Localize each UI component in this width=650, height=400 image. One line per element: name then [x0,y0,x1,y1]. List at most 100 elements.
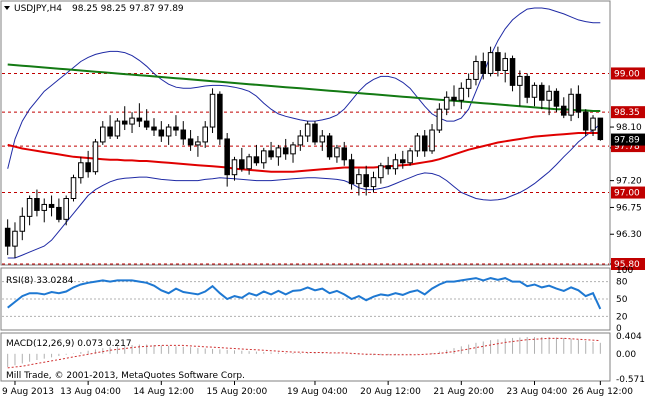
candle [70,174,77,202]
candle-body-bear [180,129,187,140]
time-tick-label: 20 Aug 12:00 [360,387,421,397]
candle [158,121,165,142]
macd-signal-line [7,337,601,369]
candle [400,150,406,169]
price-level-label-bg [611,258,645,270]
rsi-tick-label: 50 [616,295,628,305]
candle-body-bull [297,135,304,146]
copyright-text: Mill Trade, © 2001-2013, MetaQuotes Soft… [6,371,245,381]
candle-body-bear [282,147,289,155]
macd-tick-label: 0.404 [616,332,642,342]
candle [246,153,252,175]
candle-body-bear [217,93,223,140]
candle-body-bear [582,111,589,131]
candle [553,88,560,113]
candle [392,153,399,175]
candle-body-bull [260,150,267,164]
time-tick-label: 26 Aug 12:00 [572,387,633,397]
candle-body-bull [356,174,362,185]
price-level-label: 97.00 [614,189,640,199]
candle [209,88,216,133]
candle [531,82,538,107]
macd-panel-frame [0,332,611,382]
candle-body-bear [509,58,516,86]
candle-body-bear [173,126,179,131]
candle-body-bear [34,198,40,211]
candle [582,109,589,136]
candle-body-bear [224,138,230,176]
rsi-tick-label: 100 [616,266,633,276]
candle-body-bull [92,141,99,173]
candle [26,195,33,226]
candle-body-bear [85,162,91,173]
time-tick-label: 19 Aug 04:00 [287,387,348,397]
candle-body-bull [436,108,443,131]
price-level-label-bg [611,186,645,199]
candle-body-bear [400,159,406,164]
candle-body-bear [136,117,143,122]
moving-average-green-line [7,63,601,112]
candle-body-bull [202,126,208,143]
candle [560,97,567,119]
candle [524,73,530,104]
candle [41,198,48,223]
candle [195,135,201,157]
macd-tick-label: 0.00 [616,350,636,360]
candle [414,133,421,157]
moving-average-red-line [7,132,601,173]
candle [114,118,121,139]
chart-ohlc-readout: 98.25 98.25 97.87 97.89 [72,4,184,14]
rsi-tick-label: 0 [616,324,622,334]
candle [326,133,333,160]
candle-body-bull [114,120,121,137]
candle [100,121,106,145]
candle-body-bull [458,87,465,101]
candle-body-bull [246,156,252,170]
candle-body-bear [326,135,333,158]
candle-body-bear [524,75,530,98]
candle-body-bear [341,147,348,161]
moving-averages [7,63,601,173]
candle-body-bear [239,159,245,170]
candle [312,121,318,145]
candle [487,46,494,77]
current-price-label: 97.89 [614,136,640,146]
candle [407,147,413,166]
candle [224,133,230,187]
current-price-label-bg [611,133,645,146]
candle-body-bull [26,198,33,217]
candle-body-bull [443,96,450,110]
candle [319,130,326,151]
candle-body-bear [158,129,165,137]
price-tick-label: 96.75 [616,203,642,213]
candle [275,144,282,166]
candle [202,121,208,148]
candle [85,150,91,178]
price-level-lines [2,72,609,265]
price-level-label: 99.00 [614,69,640,79]
candle [451,85,457,107]
price-level-label: 95.80 [614,260,640,270]
rsi-label: RSI(8) 33.0284 [6,276,74,286]
candle [356,168,362,196]
time-tick-label: 15 Aug 20:00 [206,387,267,397]
candle-body-bear [421,135,428,152]
dropdown-arrow-icon[interactable] [4,6,10,10]
candle-body-bull [129,117,135,125]
candle [590,115,596,136]
bollinger-upper-line [7,7,601,169]
candle-body-bull [231,159,238,176]
candle-body-bear [48,203,55,208]
candle-body-bull [407,150,413,164]
candle [239,147,245,172]
time-tick-label: 23 Aug 04:00 [506,387,567,397]
candle [517,70,523,107]
candle [92,138,99,175]
candle [370,171,377,193]
candle-body-bull [392,159,399,170]
price-axis: 98.1097.7597.2096.7596.3095.8099.0098.35… [610,67,645,270]
candle-body-bull [502,58,508,71]
candle [260,147,267,169]
candle-body-bear [539,84,545,101]
